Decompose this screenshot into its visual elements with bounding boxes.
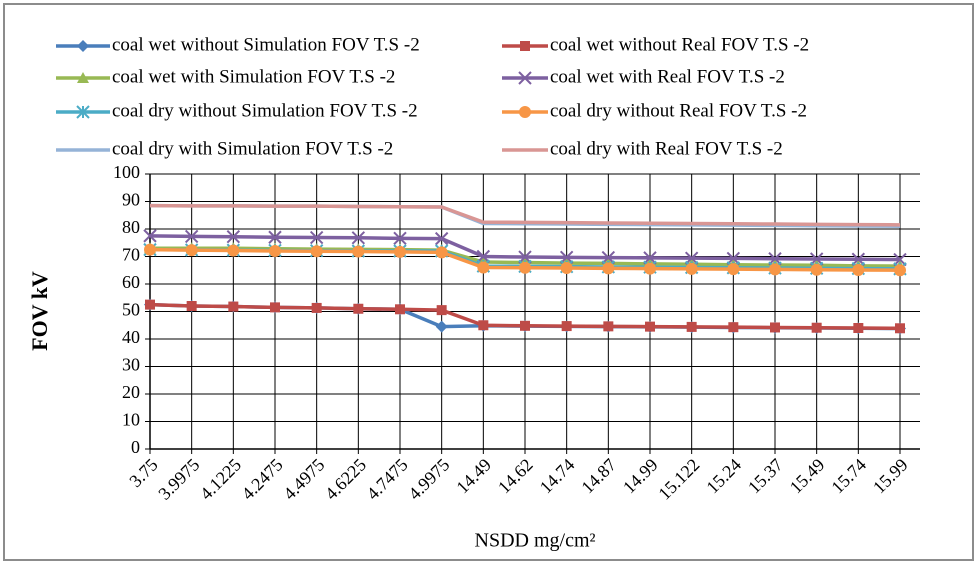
marker (810, 263, 823, 276)
legend-label: coal wet without Real FOV T.S -2 (550, 34, 809, 55)
legend-label: coal dry without Real FOV T.S -2 (550, 100, 807, 121)
marker (811, 322, 822, 333)
marker (394, 245, 406, 258)
legend-label: coal wet with Real FOV T.S -2 (550, 66, 785, 87)
marker (520, 41, 530, 51)
marker (434, 231, 449, 246)
marker (686, 321, 697, 332)
marker (603, 321, 614, 332)
marker (728, 322, 739, 333)
marker (184, 229, 199, 244)
y-tick-label: 90 (122, 190, 140, 210)
marker (561, 321, 572, 332)
marker (852, 263, 865, 276)
marker (226, 229, 241, 244)
marker (520, 320, 530, 331)
marker (270, 302, 280, 313)
marker (353, 303, 364, 314)
marker (685, 262, 698, 275)
marker (769, 263, 781, 276)
y-tick-label: 20 (122, 382, 140, 402)
marker (853, 323, 864, 333)
marker (518, 71, 532, 85)
y-tick-label: 50 (122, 300, 140, 320)
marker (644, 262, 656, 275)
marker (145, 299, 155, 310)
marker (727, 263, 740, 276)
y-tick-label: 70 (122, 245, 140, 265)
marker (435, 320, 448, 333)
marker (309, 230, 324, 245)
x-axis-label: NSDD mg/cm² (475, 530, 596, 552)
marker (228, 301, 239, 312)
marker (476, 249, 491, 264)
marker (311, 302, 322, 313)
marker (227, 244, 240, 257)
marker (645, 321, 655, 332)
marker (602, 262, 615, 275)
legend-label: coal dry without Simulation FOV T.S -2 (112, 100, 418, 121)
marker (393, 231, 407, 246)
marker (560, 262, 573, 275)
marker (351, 231, 366, 245)
marker (519, 106, 531, 118)
y-tick-label: 100 (113, 162, 140, 182)
marker (894, 264, 906, 277)
y-tick-label: 30 (122, 355, 140, 375)
marker (395, 304, 405, 315)
marker (269, 245, 281, 257)
marker (76, 105, 90, 119)
marker (185, 244, 198, 257)
marker (436, 305, 447, 316)
marker (268, 230, 282, 244)
y-tick-label: 10 (122, 410, 140, 430)
legend-label: coal dry with Real FOV T.S -2 (550, 138, 783, 159)
y-axis-label: FOV kV (27, 271, 52, 351)
marker (310, 245, 323, 258)
marker (895, 323, 905, 334)
marker (186, 301, 197, 311)
legend-label: coal wet with Simulation FOV T.S -2 (112, 66, 395, 87)
marker (478, 320, 489, 331)
legend-label: coal dry with Simulation FOV T.S -2 (112, 138, 393, 159)
marker (477, 261, 490, 274)
y-tick-label: 0 (131, 437, 140, 457)
marker (77, 40, 89, 52)
y-tick-label: 80 (122, 217, 140, 237)
y-tick-label: 40 (122, 327, 140, 347)
marker (770, 322, 780, 333)
marker (143, 229, 157, 243)
marker (435, 246, 448, 259)
series-line (149, 203, 901, 227)
legend-label: coal wet without Simulation FOV T.S -2 (112, 34, 420, 55)
marker (144, 243, 156, 256)
marker (77, 72, 89, 83)
marker (519, 261, 531, 274)
y-tick-label: 60 (122, 272, 140, 292)
marker (352, 245, 365, 258)
